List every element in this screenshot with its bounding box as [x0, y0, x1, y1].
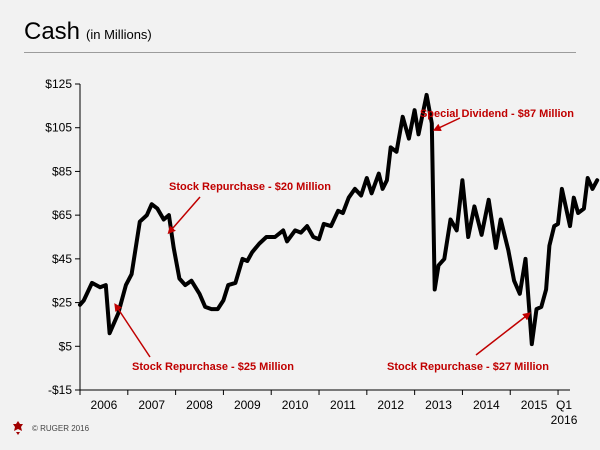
x-tick-label: 2006 [91, 398, 118, 412]
x-tick-label: 2011 [330, 398, 356, 412]
x-tick-label: Q1 2016 [551, 398, 578, 427]
annotation-label: Stock Repurchase - $25 Million [132, 361, 294, 373]
y-tick-label: $25 [52, 296, 72, 310]
x-tick-label: 2008 [186, 398, 213, 412]
copyright-text: © RUGER 2016 [32, 423, 90, 433]
x-tick-label: 2014 [473, 398, 500, 412]
y-tick-label: $45 [52, 252, 72, 266]
annotation-arrow [432, 117, 461, 131]
annotation-label: Stock Repurchase - $20 Million [169, 181, 331, 193]
x-tick-label: 2013 [425, 398, 452, 412]
page-subtitle: (in Millions) [86, 27, 152, 42]
y-tick-label: $85 [52, 164, 72, 178]
y-tick-label: -$15 [48, 383, 72, 397]
annotation-arrow [475, 312, 531, 356]
annotation-arrow [167, 196, 201, 235]
page-title: Cash [24, 18, 81, 45]
y-tick-label: $5 [59, 339, 73, 353]
slide-title: Cash (in Millions) [24, 18, 152, 46]
footer: © RUGER 2016 [12, 421, 89, 435]
annotation-label: Special Dividend - $87 Million [420, 108, 574, 120]
x-tick-label: 2009 [234, 398, 261, 412]
x-tick-label: 2012 [377, 398, 404, 412]
ruger-eagle-logo-icon [13, 421, 23, 435]
x-tick-label: 2015 [521, 398, 548, 412]
y-tick-label: $125 [45, 77, 72, 91]
y-tick-label: $65 [52, 208, 72, 222]
x-tick-label: 2007 [138, 398, 165, 412]
cash-series-line [78, 92, 600, 347]
annotation-label: Stock Repurchase - $27 Million [387, 361, 549, 373]
annotation-arrow [114, 303, 151, 358]
plot-area: -$15 $5 $25 $45 $65 $85 $105 $125 2006 2007 2008 20… [45, 77, 600, 427]
y-tick-label: $105 [45, 121, 72, 135]
title-divider [24, 52, 576, 53]
x-tick-label: 2010 [282, 398, 309, 412]
